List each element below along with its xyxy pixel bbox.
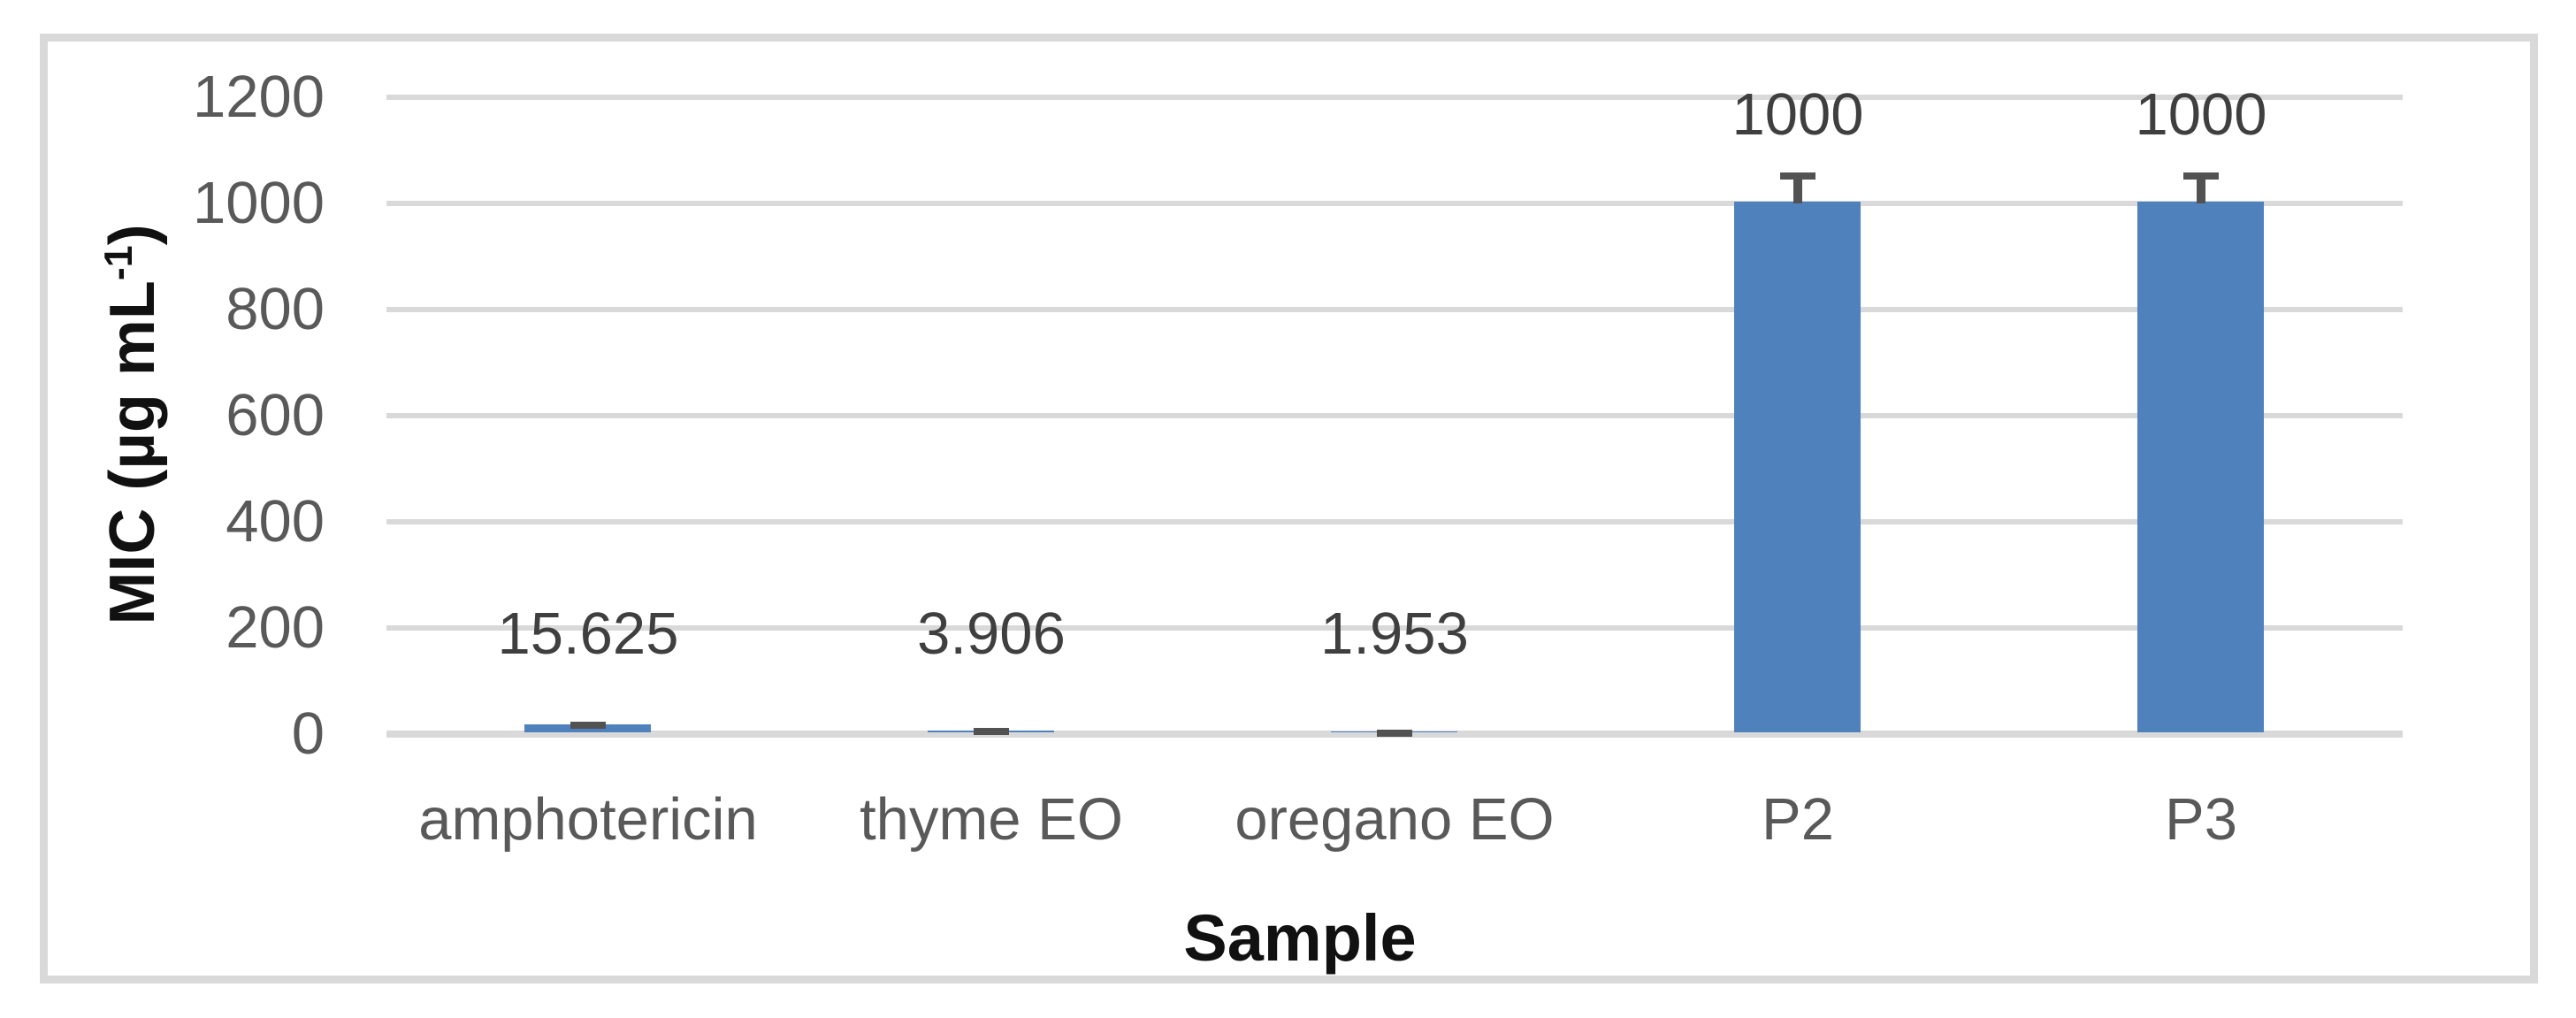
chart-plot-frame	[40, 34, 2538, 984]
y-axis-title: MIC (µg mL-1)	[96, 224, 169, 624]
gridline	[386, 413, 2403, 418]
gridline	[386, 625, 2403, 631]
error-bar-cap	[974, 728, 1009, 735]
y-tick-label: 1200	[192, 64, 325, 130]
y-axis-title-close-paren: )	[97, 224, 168, 246]
data-label: 1.953	[1320, 601, 1469, 667]
category-label: oregano EO	[1234, 786, 1555, 853]
error-bar-cap	[1377, 730, 1412, 737]
data-label: 1000	[1731, 81, 1864, 148]
gridline	[386, 519, 2403, 524]
data-label: 15.625	[497, 601, 679, 667]
gridline	[386, 201, 2403, 206]
bar-P2	[1734, 202, 1861, 732]
y-tick-label: 600	[225, 382, 325, 448]
data-label: 1000	[2135, 81, 2267, 148]
y-tick-label: 200	[225, 594, 325, 661]
gridline	[386, 307, 2403, 312]
x-axis-title: Sample	[1183, 901, 1417, 975]
category-label: P2	[1762, 786, 1834, 853]
error-bar-cap	[1780, 172, 1815, 180]
y-axis-title-superscript: -1	[97, 245, 141, 281]
data-label: 3.906	[917, 601, 1066, 667]
y-tick-label: 1000	[192, 170, 325, 236]
error-bar-cap	[2183, 172, 2219, 180]
bar-P3	[2137, 202, 2264, 732]
category-label: thyme EO	[860, 786, 1123, 853]
y-tick-label: 0	[291, 700, 325, 767]
y-tick-label: 800	[225, 276, 325, 342]
category-label: amphotericin	[418, 786, 758, 853]
gridline	[386, 95, 2403, 100]
error-bar-stem	[1793, 180, 1802, 203]
y-tick-label: 400	[225, 488, 325, 555]
y-axis-title-text: MIC (µg mL	[97, 280, 168, 625]
error-bar-stem	[2197, 180, 2205, 203]
error-bar-cap	[570, 722, 606, 729]
category-label: P3	[2165, 786, 2237, 853]
